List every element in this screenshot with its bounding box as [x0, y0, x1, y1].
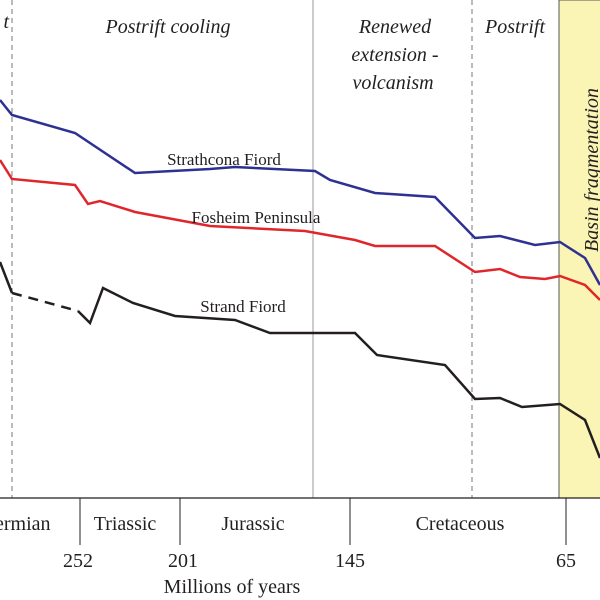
- strand-curve: [0, 261, 14, 294]
- period-label: ermian: [0, 513, 51, 535]
- axis-label: Millions of years: [164, 576, 301, 598]
- period-label: Cretaceous: [416, 513, 505, 535]
- tick-label: 65: [556, 550, 576, 572]
- zone-label: Basin fragmentation: [581, 88, 600, 252]
- tick-label: 252: [63, 550, 93, 572]
- strand-curve: [77, 286, 600, 459]
- strathcona-curve: [0, 99, 600, 286]
- tick-label: 201: [168, 550, 198, 572]
- zone-label: Postrift: [484, 16, 545, 38]
- zone-label: Renewed: [358, 16, 432, 38]
- period-label: Jurassic: [221, 513, 284, 535]
- period-label: Triassic: [94, 513, 157, 535]
- curve-label: Strathcona Fiord: [167, 150, 281, 169]
- strand-curve: [11, 291, 79, 313]
- zone-label: t: [3, 11, 9, 33]
- zone-label: extension -: [351, 44, 438, 66]
- fosheim-curve: [0, 159, 600, 301]
- zone-label: volcanism: [352, 72, 433, 94]
- tick-label: 145: [335, 550, 365, 572]
- curve-label: Fosheim Peninsula: [192, 208, 321, 227]
- zone-label: Postrift cooling: [105, 16, 231, 38]
- curve-label: Strand Fiord: [200, 297, 286, 316]
